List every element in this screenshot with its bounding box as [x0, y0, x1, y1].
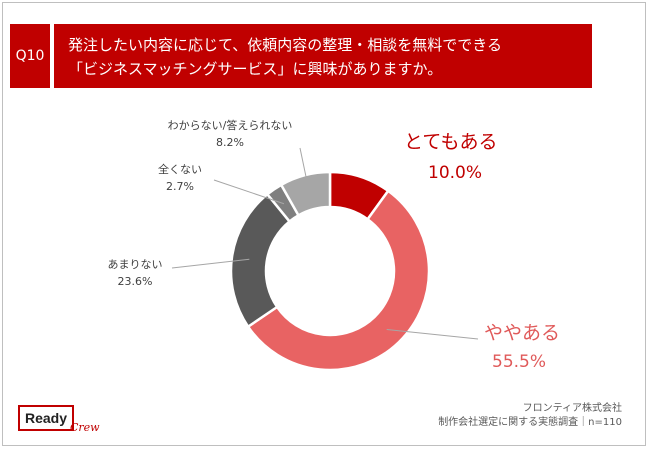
- source-company: フロンティア株式会社: [522, 403, 622, 414]
- question-text-line-2: 「ビジネスマッチングサービス」に興味がありますか。: [68, 60, 443, 78]
- leader-mattakunai: [213, 179, 285, 205]
- value-mattakunai: 2.7%: [166, 180, 194, 193]
- leader-amarinai: [171, 258, 250, 269]
- label-amarinai: あまりない: [107, 258, 163, 271]
- question-number-badge: Q10: [10, 24, 50, 88]
- label-mattakunai: 全くない: [158, 163, 202, 176]
- label-totemoaru: とてもある: [404, 131, 498, 153]
- logo-ready-text: Ready: [18, 405, 75, 431]
- slice-yayaaru: [246, 189, 431, 372]
- source-survey: 制作会社選定に関する実態調査｜n=110: [438, 417, 622, 428]
- value-yayaaru: 55.5%: [492, 352, 547, 372]
- readycrew-logo: Ready Crew: [18, 405, 108, 437]
- question-header: 発注したい内容に応じて、依頼内容の整理・相談を無料でできる 「ビジネスマッチング…: [54, 24, 592, 88]
- label-yayaaru: ややある: [484, 322, 561, 344]
- slice-wakaranai: [279, 170, 332, 218]
- leader-yayaaru: [386, 329, 479, 340]
- source-note: フロンティア株式会社 制作会社選定に関する実態調査｜n=110: [438, 402, 622, 430]
- question-text-line-1: 発注したい内容に応じて、依頼内容の整理・相談を無料でできる: [68, 36, 502, 54]
- value-totemoaru: 10.0%: [428, 163, 483, 183]
- label-wakaranai: わからない/答えられない: [167, 119, 293, 132]
- logo-crew-text: Crew: [70, 421, 100, 434]
- value-wakaranai: 8.2%: [216, 136, 244, 149]
- leader-wakaranai: [299, 147, 310, 193]
- value-amarinai: 23.6%: [117, 275, 153, 288]
